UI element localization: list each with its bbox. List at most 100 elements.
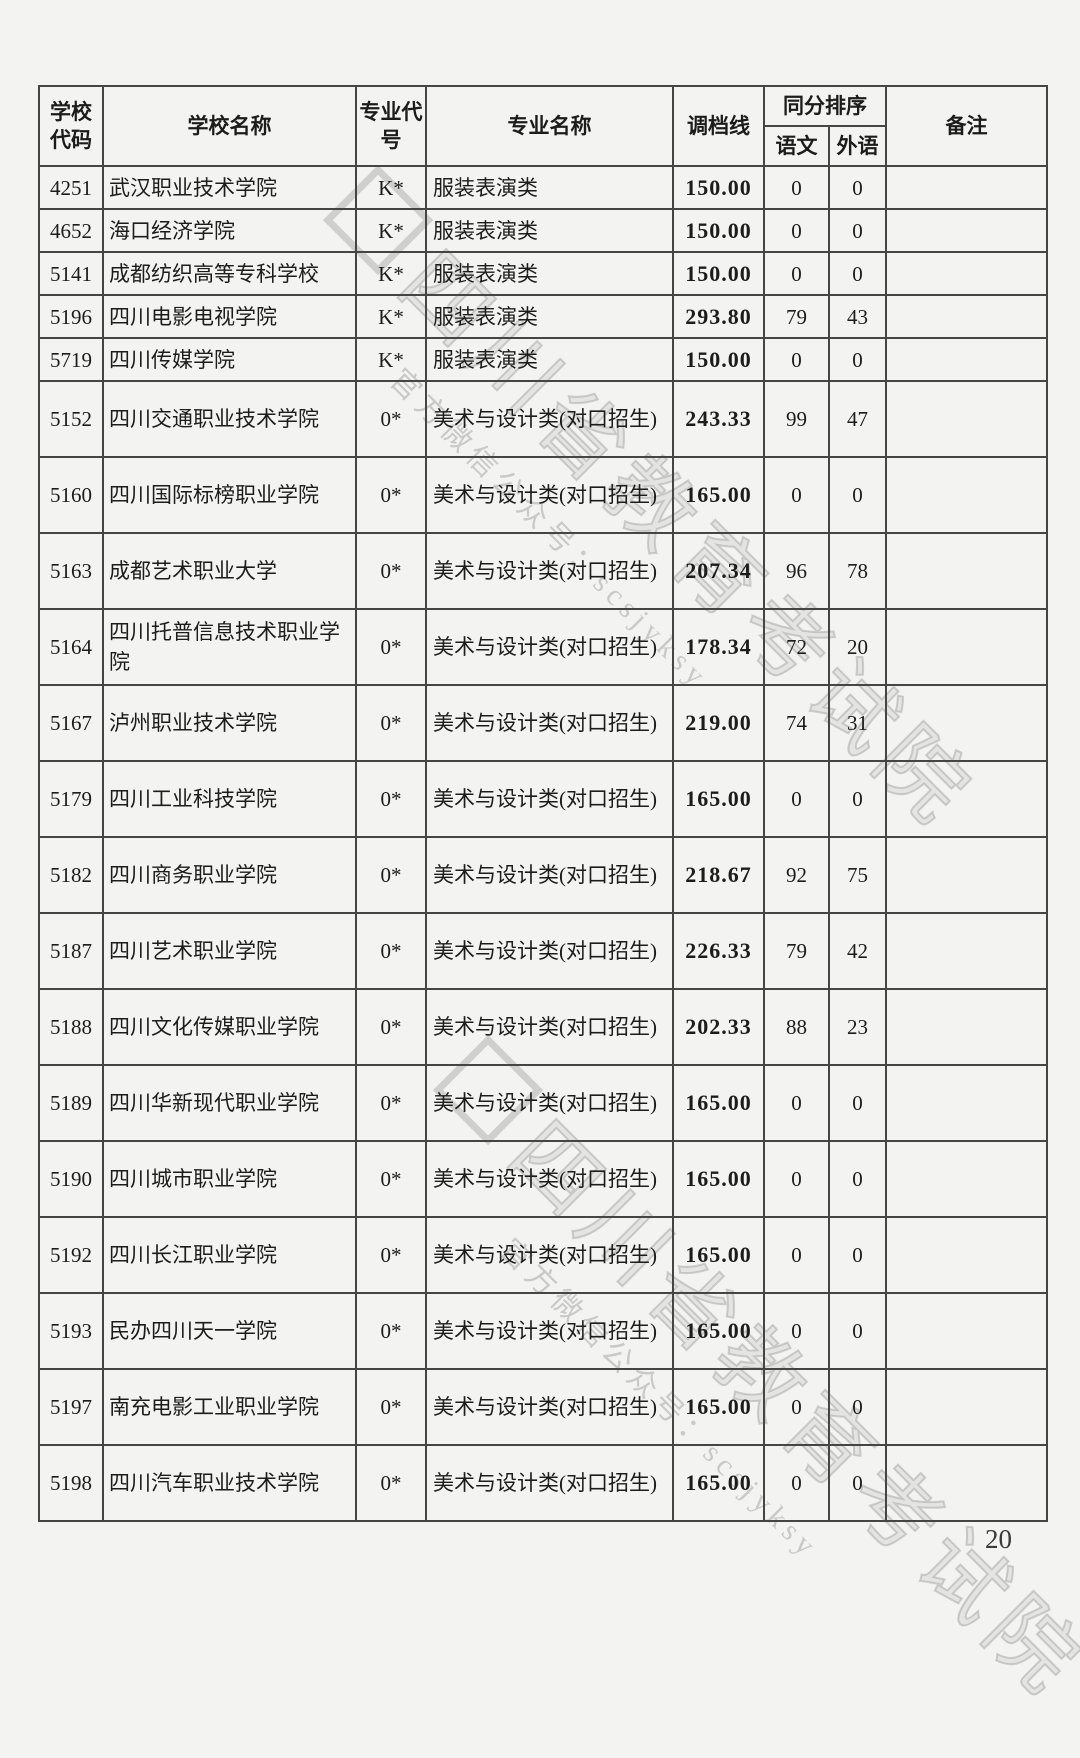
remarks-cell <box>885 760 1048 838</box>
major-name-cell: 美术与设计类(对口招生) <box>425 1444 674 1522</box>
table-row: 5197 南充电影工业职业学院 0* 美术与设计类(对口招生) 165.00 0… <box>38 1368 1048 1446</box>
header-school-code: 学校代码 <box>38 85 104 167</box>
header-tie-break: 同分排序 <box>763 85 887 127</box>
school-name-cell: 四川电影电视学院 <box>102 294 357 339</box>
school-name-cell: 四川汽车职业技术学院 <box>102 1444 357 1522</box>
major-code-cell: K* <box>355 294 427 339</box>
major-name-cell: 美术与设计类(对口招生) <box>425 380 674 458</box>
school-name-cell: 南充电影工业职业学院 <box>102 1368 357 1446</box>
score-line-cell: 165.00 <box>672 1216 765 1294</box>
remarks-cell <box>885 684 1048 762</box>
chinese-rank-cell: 0 <box>763 1444 830 1522</box>
chinese-rank-cell: 0 <box>763 165 830 210</box>
chinese-rank-cell: 0 <box>763 251 830 296</box>
school-name-cell: 民办四川天一学院 <box>102 1292 357 1370</box>
major-code-cell: K* <box>355 337 427 382</box>
major-code-cell: 0* <box>355 836 427 914</box>
remarks-cell <box>885 1140 1048 1218</box>
remarks-cell <box>885 294 1048 339</box>
major-name-cell: 美术与设计类(对口招生) <box>425 1216 674 1294</box>
school-code-cell: 5141 <box>38 251 104 296</box>
score-line-cell: 165.00 <box>672 1368 765 1446</box>
school-name-cell: 四川交通职业技术学院 <box>102 380 357 458</box>
remarks-cell <box>885 608 1048 686</box>
remarks-cell <box>885 337 1048 382</box>
major-name-cell: 美术与设计类(对口招生) <box>425 456 674 534</box>
foreign-rank-cell: 31 <box>828 684 887 762</box>
school-name-cell: 四川商务职业学院 <box>102 836 357 914</box>
score-line-cell: 150.00 <box>672 337 765 382</box>
major-code-cell: 0* <box>355 1368 427 1446</box>
major-code-cell: 0* <box>355 1216 427 1294</box>
foreign-rank-cell: 0 <box>828 337 887 382</box>
chinese-rank-cell: 72 <box>763 608 830 686</box>
school-code-cell: 4251 <box>38 165 104 210</box>
school-name-cell: 四川文化传媒职业学院 <box>102 988 357 1066</box>
major-name-cell: 美术与设计类(对口招生) <box>425 760 674 838</box>
foreign-rank-cell: 0 <box>828 456 887 534</box>
foreign-rank-cell: 0 <box>828 1064 887 1142</box>
remarks-cell <box>885 912 1048 990</box>
table-body: 4251 武汉职业技术学院 K* 服装表演类 150.00 0 0 4652 海… <box>38 165 1048 1522</box>
major-name-cell: 美术与设计类(对口招生) <box>425 988 674 1066</box>
table-row: 5179 四川工业科技学院 0* 美术与设计类(对口招生) 165.00 0 0 <box>38 760 1048 838</box>
school-code-cell: 5164 <box>38 608 104 686</box>
major-name-cell: 服装表演类 <box>425 251 674 296</box>
table-header: 学校代码 学校名称 专业代号 专业名称 调档线 同分排序 备注 语文 外语 <box>38 85 1048 167</box>
major-name-cell: 美术与设计类(对口招生) <box>425 684 674 762</box>
school-name-cell: 泸州职业技术学院 <box>102 684 357 762</box>
major-name-cell: 美术与设计类(对口招生) <box>425 1140 674 1218</box>
score-line-cell: 150.00 <box>672 208 765 253</box>
school-name-cell: 成都艺术职业大学 <box>102 532 357 610</box>
school-name-cell: 海口经济学院 <box>102 208 357 253</box>
school-code-cell: 5198 <box>38 1444 104 1522</box>
major-code-cell: 0* <box>355 760 427 838</box>
chinese-rank-cell: 0 <box>763 1292 830 1370</box>
major-name-cell: 美术与设计类(对口招生) <box>425 836 674 914</box>
table-row: 5193 民办四川天一学院 0* 美术与设计类(对口招生) 165.00 0 0 <box>38 1292 1048 1370</box>
major-name-cell: 美术与设计类(对口招生) <box>425 608 674 686</box>
chinese-rank-cell: 88 <box>763 988 830 1066</box>
foreign-rank-cell: 0 <box>828 1444 887 1522</box>
school-code-cell: 5192 <box>38 1216 104 1294</box>
school-code-cell: 5182 <box>38 836 104 914</box>
school-code-cell: 5197 <box>38 1368 104 1446</box>
school-code-cell: 5187 <box>38 912 104 990</box>
school-code-cell: 5189 <box>38 1064 104 1142</box>
school-code-cell: 5179 <box>38 760 104 838</box>
header-remarks: 备注 <box>885 85 1048 167</box>
header-foreign-lang: 外语 <box>828 125 887 167</box>
table-row: 5160 四川国际标榜职业学院 0* 美术与设计类(对口招生) 165.00 0… <box>38 456 1048 534</box>
header-major-code: 专业代号 <box>355 85 427 167</box>
major-name-cell: 美术与设计类(对口招生) <box>425 1064 674 1142</box>
chinese-rank-cell: 0 <box>763 760 830 838</box>
score-line-cell: 165.00 <box>672 1140 765 1218</box>
foreign-rank-cell: 20 <box>828 608 887 686</box>
major-name-cell: 服装表演类 <box>425 165 674 210</box>
table-row: 5190 四川城市职业学院 0* 美术与设计类(对口招生) 165.00 0 0 <box>38 1140 1048 1218</box>
major-code-cell: 0* <box>355 988 427 1066</box>
chinese-rank-cell: 0 <box>763 337 830 382</box>
school-code-cell: 5163 <box>38 532 104 610</box>
foreign-rank-cell: 0 <box>828 1292 887 1370</box>
major-code-cell: K* <box>355 251 427 296</box>
school-code-cell: 5152 <box>38 380 104 458</box>
chinese-rank-cell: 96 <box>763 532 830 610</box>
remarks-cell <box>885 1292 1048 1370</box>
school-name-cell: 四川工业科技学院 <box>102 760 357 838</box>
chinese-rank-cell: 92 <box>763 836 830 914</box>
school-code-cell: 5193 <box>38 1292 104 1370</box>
school-code-cell: 5190 <box>38 1140 104 1218</box>
remarks-cell <box>885 165 1048 210</box>
school-code-cell: 5196 <box>38 294 104 339</box>
table-row: 5189 四川华新现代职业学院 0* 美术与设计类(对口招生) 165.00 0… <box>38 1064 1048 1142</box>
remarks-cell <box>885 1368 1048 1446</box>
foreign-rank-cell: 23 <box>828 988 887 1066</box>
chinese-rank-cell: 99 <box>763 380 830 458</box>
major-name-cell: 美术与设计类(对口招生) <box>425 532 674 610</box>
school-name-cell: 四川华新现代职业学院 <box>102 1064 357 1142</box>
score-line-cell: 165.00 <box>672 1064 765 1142</box>
score-line-cell: 178.34 <box>672 608 765 686</box>
score-line-cell: 226.33 <box>672 912 765 990</box>
school-name-cell: 四川国际标榜职业学院 <box>102 456 357 534</box>
